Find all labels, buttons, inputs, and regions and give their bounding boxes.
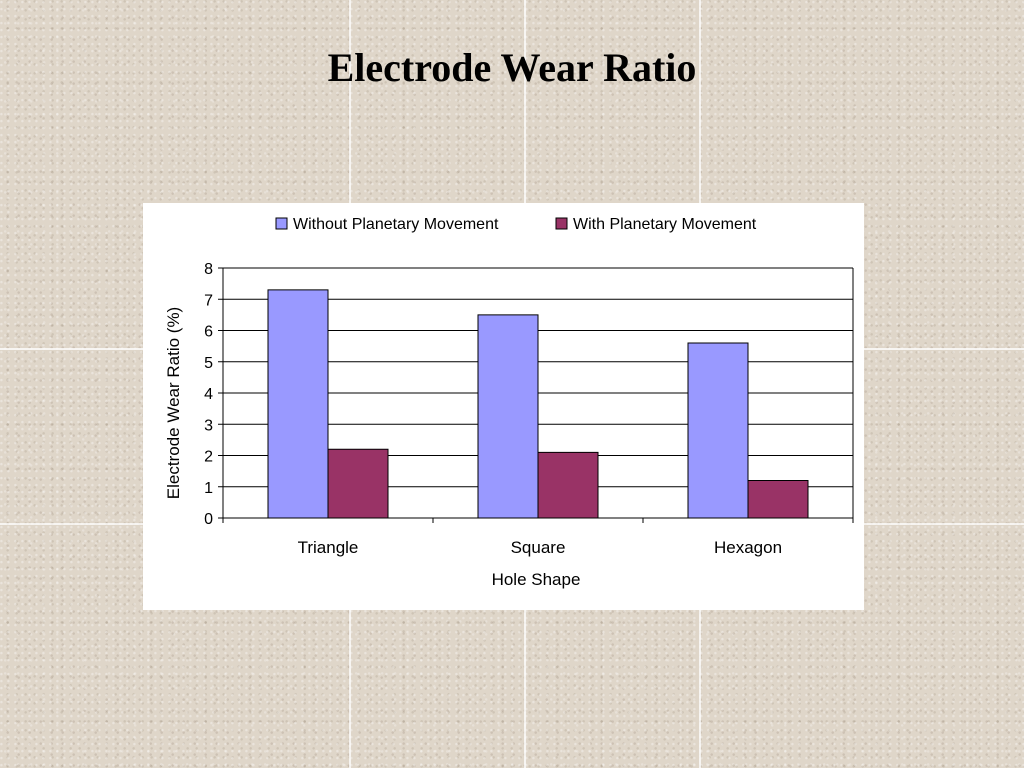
y-tick-label: 8 [204,261,213,278]
bar [537,451,599,519]
legend-swatch [555,217,568,230]
y-tick-label: 2 [204,449,213,466]
chart-legend: Without Planetary Movement With Planetary… [275,216,757,233]
bar [747,480,809,519]
y-axis-ticks: 0 1 2 3 4 5 6 7 8 [204,261,223,528]
bar [477,314,539,519]
legend-label: With Planetary Movement [573,216,757,233]
x-tick-label: Triangle [298,538,359,557]
legend-swatch [275,217,288,230]
y-tick-label: 4 [204,386,213,403]
bar-chart: Without Planetary Movement With Planetary… [164,216,854,589]
y-tick-label: 6 [204,324,213,341]
legend-label: Without Planetary Movement [293,216,499,233]
bar [687,342,749,519]
x-tick-label: Square [511,538,566,557]
bar [327,448,389,519]
slide-title: Electrode Wear Ratio [327,45,697,90]
y-axis-label: Electrode Wear Ratio (%) [164,307,183,499]
y-tick-label: 5 [204,355,213,372]
y-tick-label: 1 [204,480,213,497]
chart-panel: Without Planetary Movement With Planetary… [143,203,864,610]
y-tick-label: 7 [204,292,213,309]
chart-bars [267,289,809,519]
x-axis-ticks: Triangle Square Hexagon [222,518,854,557]
x-tick-label: Hexagon [714,538,782,557]
y-tick-label: 3 [204,417,213,434]
x-axis-label: Hole Shape [492,570,581,589]
y-tick-label: 0 [204,511,213,528]
bar [267,289,329,519]
